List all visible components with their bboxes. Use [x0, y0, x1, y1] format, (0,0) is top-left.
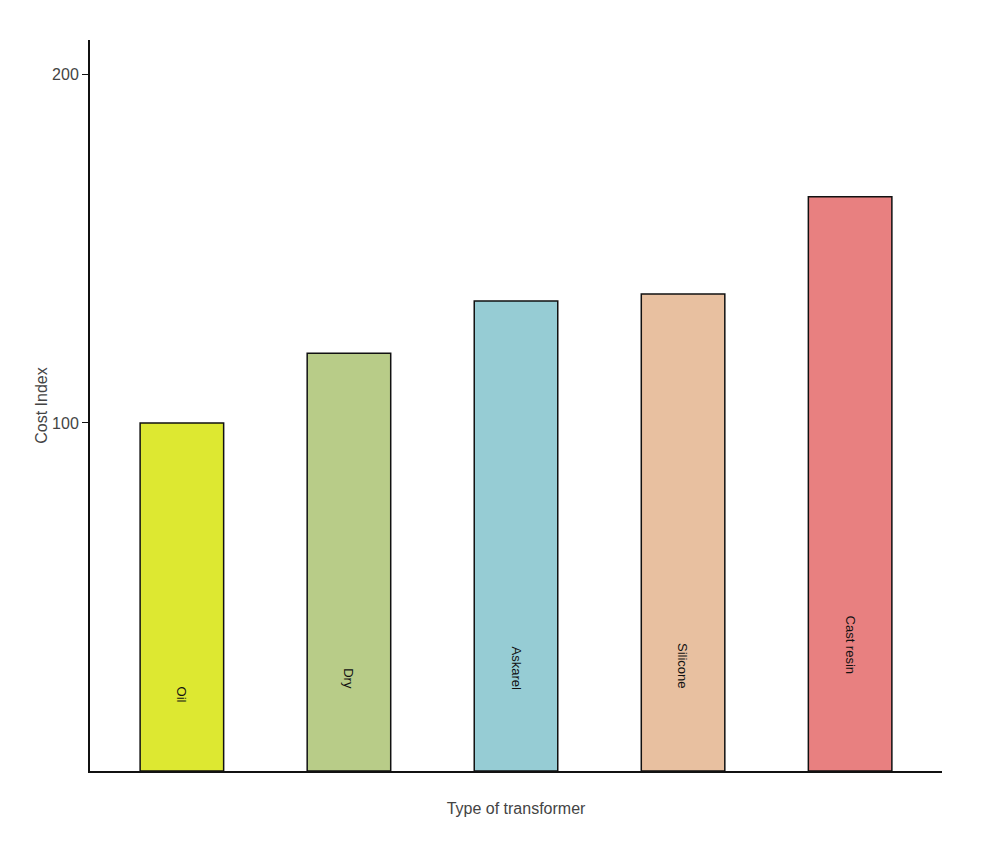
svg-text:Cast resin: Cast resin — [843, 616, 858, 675]
svg-text:Askarel: Askarel — [509, 647, 524, 690]
svg-text:Cost Index: Cost Index — [33, 367, 50, 443]
svg-text:Dry: Dry — [341, 668, 356, 689]
svg-text:Oil: Oil — [174, 687, 189, 703]
svg-text:Silicone: Silicone — [675, 643, 690, 689]
svg-text:Type of transformer: Type of transformer — [447, 800, 586, 817]
svg-text:200: 200 — [52, 66, 79, 83]
svg-text:100: 100 — [52, 415, 79, 432]
